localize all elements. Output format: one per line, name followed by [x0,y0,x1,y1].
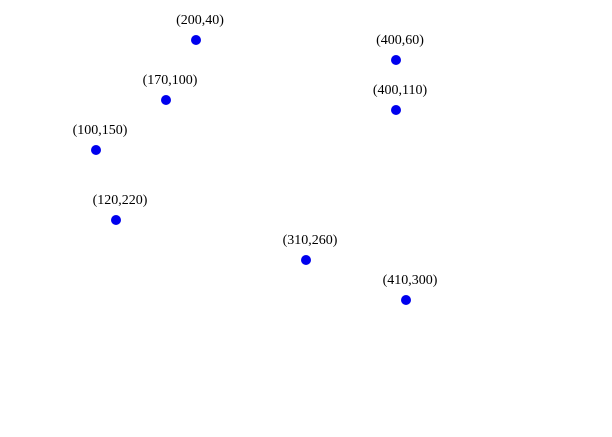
data-point [301,255,311,265]
data-point-group: (200,40) [176,13,224,45]
data-point-label: (310,260) [283,233,338,248]
data-point [161,95,171,105]
data-point-label: (120,220) [93,193,148,208]
data-point [391,55,401,65]
data-point-label: (410,300) [383,273,438,288]
data-point-label: (400,60) [376,33,424,48]
data-point-label: (100,150) [73,123,128,138]
data-point-group: (400,60) [376,33,424,65]
data-point [111,215,121,225]
data-point-label: (170,100) [143,73,198,88]
data-point-group: (310,260) [283,233,338,265]
data-point-group: (170,100) [143,73,198,105]
data-point [191,35,201,45]
data-point [401,295,411,305]
data-point-label: (200,40) [176,13,224,28]
data-point-group: (120,220) [93,193,148,225]
data-point [391,105,401,115]
data-point-group: (410,300) [383,273,438,305]
data-point-group: (400,110) [373,83,428,115]
data-point [91,145,101,155]
data-point-label: (400,110) [373,83,428,98]
data-point-group: (100,150) [73,123,128,155]
points-layer: (200,40) (400,60) (170,100) (400,110) (100,1… [73,13,438,305]
